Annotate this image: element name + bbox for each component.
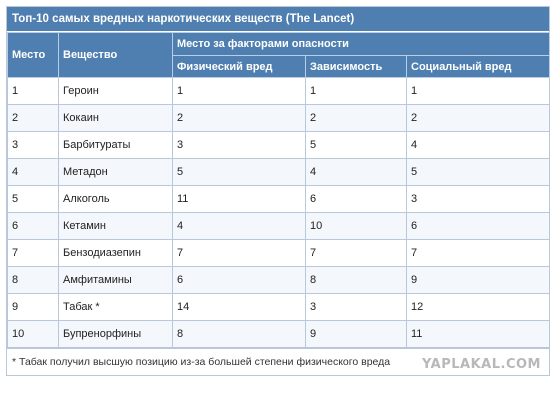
header-place: Место xyxy=(7,32,59,78)
table-footnote: * Табак получил высшую позицию из-за бол… xyxy=(7,348,549,375)
cell-substance: Амфитамины xyxy=(58,266,173,294)
cell-physical-harm: 6 xyxy=(172,266,306,294)
cell-place: 10 xyxy=(7,320,59,348)
table-row: 5 Алкоголь 11 6 3 xyxy=(7,185,551,213)
cell-social-harm: 4 xyxy=(405,131,551,159)
cell-physical-harm: 7 xyxy=(172,239,306,267)
cell-dependence: 5 xyxy=(305,131,407,159)
cell-social-harm: 5 xyxy=(405,158,551,186)
cell-place: 7 xyxy=(7,239,59,267)
table-row: 10 Бупренорфины 8 9 11 xyxy=(7,320,551,348)
table-row: 3 Барбитураты 3 5 4 xyxy=(7,131,551,159)
cell-substance: Табак * xyxy=(58,293,173,321)
cell-dependence: 8 xyxy=(305,266,407,294)
drug-harm-table: Место Вещество Место за факторами опасно… xyxy=(7,32,551,348)
cell-place: 5 xyxy=(7,185,59,213)
cell-substance: Метадон xyxy=(58,158,173,186)
cell-substance: Бензодиазепин xyxy=(58,239,173,267)
footnote-text: * Табак получил высшую позицию из-за бол… xyxy=(12,356,391,368)
cell-social-harm: 2 xyxy=(405,104,551,132)
cell-physical-harm: 2 xyxy=(172,104,306,132)
cell-place: 4 xyxy=(7,158,59,186)
table-row: 2 Кокаин 2 2 2 xyxy=(7,104,551,132)
cell-social-harm: 1 xyxy=(405,77,551,105)
table-row: 1 Героин 1 1 1 xyxy=(7,77,551,105)
cell-place: 1 xyxy=(7,77,59,105)
cell-dependence: 2 xyxy=(305,104,407,132)
table-body: 1 Героин 1 1 1 2 Кокаин 2 2 2 3 Барбитур… xyxy=(7,77,551,348)
cell-place: 9 xyxy=(7,293,59,321)
cell-place: 6 xyxy=(7,212,59,240)
cell-physical-harm: 14 xyxy=(172,293,306,321)
cell-social-harm: 3 xyxy=(405,185,551,213)
table-title: Топ-10 самых вредных наркотических вещес… xyxy=(7,7,549,32)
header-social-harm: Социальный вред xyxy=(405,55,551,78)
cell-dependence: 9 xyxy=(305,320,407,348)
cell-dependence: 6 xyxy=(305,185,407,213)
table-row: 4 Метадон 5 4 5 xyxy=(7,158,551,186)
cell-dependence: 10 xyxy=(305,212,407,240)
table-row: 9 Табак * 14 3 12 xyxy=(7,293,551,321)
header-danger-factors: Место за факторами опасности xyxy=(171,32,551,56)
cell-social-harm: 11 xyxy=(405,320,551,348)
table-row: 8 Амфитамины 6 8 9 xyxy=(7,266,551,294)
cell-dependence: 7 xyxy=(305,239,407,267)
cell-substance: Кетамин xyxy=(58,212,173,240)
cell-dependence: 1 xyxy=(305,77,407,105)
drug-harm-table-panel: Топ-10 самых вредных наркотических вещес… xyxy=(6,6,551,376)
cell-substance: Кокаин xyxy=(58,104,173,132)
cell-substance: Барбитураты xyxy=(58,131,173,159)
cell-physical-harm: 5 xyxy=(172,158,306,186)
cell-social-harm: 7 xyxy=(405,239,551,267)
cell-physical-harm: 11 xyxy=(172,185,306,213)
cell-social-harm: 12 xyxy=(405,293,551,321)
cell-dependence: 3 xyxy=(305,293,407,321)
cell-physical-harm: 8 xyxy=(172,320,306,348)
header-physical-harm: Физический вред xyxy=(172,55,306,78)
cell-social-harm: 6 xyxy=(405,212,551,240)
cell-physical-harm: 4 xyxy=(172,212,306,240)
cell-place: 8 xyxy=(7,266,59,294)
table-row: 6 Кетамин 4 10 6 xyxy=(7,212,551,240)
header-substance: Вещество xyxy=(58,32,173,78)
cell-dependence: 4 xyxy=(305,158,407,186)
cell-place: 3 xyxy=(7,131,59,159)
cell-substance: Бупренорфины xyxy=(58,320,173,348)
cell-substance: Алкоголь xyxy=(58,185,173,213)
cell-physical-harm: 1 xyxy=(172,77,306,105)
cell-substance: Героин xyxy=(58,77,173,105)
cell-physical-harm: 3 xyxy=(172,131,306,159)
watermark: YAPLAKAL.COM xyxy=(422,357,541,372)
cell-social-harm: 9 xyxy=(405,266,551,294)
cell-place: 2 xyxy=(7,104,59,132)
table-row: 7 Бензодиазепин 7 7 7 xyxy=(7,239,551,267)
header-dependence: Зависимость xyxy=(305,55,407,78)
